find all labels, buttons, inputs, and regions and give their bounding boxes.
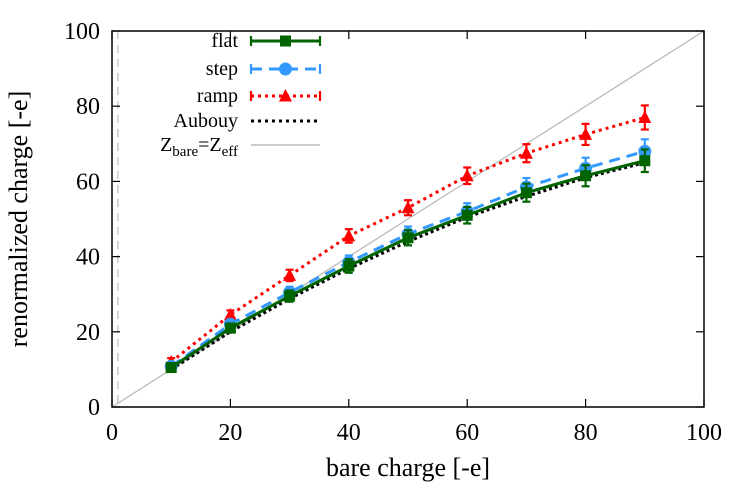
step-line [170, 149, 646, 368]
flat-point [520, 187, 532, 199]
ramp-point [638, 110, 652, 123]
legend-sample-marker-step [279, 62, 292, 76]
flat-point [343, 260, 355, 272]
y-tick-label: 60 [76, 169, 100, 195]
legend-samples [249, 35, 322, 146]
flat-point [224, 322, 236, 334]
legend-label-aubouy: Aubouy [174, 110, 238, 132]
ramp-point [342, 228, 356, 242]
legend: flat step ramp Aubouy Zbare=Zeff [160, 30, 322, 160]
x-tick-label: 80 [574, 420, 598, 446]
x-tick-label: 20 [218, 420, 242, 446]
axis-ticks: 0 20 40 60 80 100 0 20 40 60 80 100 [64, 19, 722, 446]
ramp-point [223, 307, 237, 321]
flat-point [165, 362, 177, 374]
ramp-point [579, 127, 593, 140]
flat-point [639, 155, 651, 167]
flat-point [402, 232, 414, 244]
legend-sample-marker-ramp [279, 89, 292, 102]
x-axis-label: bare charge [-e] [326, 453, 490, 482]
series-aubouy-line [170, 161, 646, 371]
x-tick-label: 60 [455, 420, 479, 446]
plot-frame [111, 30, 705, 408]
flat-point [284, 290, 296, 302]
x-tick-label: 100 [686, 420, 722, 446]
x-tick-label: 40 [337, 420, 361, 446]
ramp-line [170, 116, 646, 364]
x-tick-label: 0 [106, 420, 118, 446]
legend-label-step: step [206, 58, 238, 80]
series-flat [165, 148, 651, 374]
series-zbare-zeff-line [111, 30, 705, 408]
y-tick-label: 20 [76, 320, 100, 346]
ramp-point [460, 168, 474, 182]
flat-point [580, 170, 592, 182]
plot-layer [111, 30, 705, 408]
legend-label-flat: flat [211, 30, 238, 52]
y-tick-label: 100 [64, 19, 100, 45]
ramp-point [283, 268, 297, 281]
legend-label-ramp: ramp [197, 85, 238, 107]
y-tick-label: 0 [88, 395, 100, 421]
legend-sample-marker-flat [280, 35, 291, 47]
ramp-point [519, 146, 533, 159]
series-step [164, 138, 652, 373]
flat-point [461, 209, 473, 221]
y-tick-label: 40 [76, 245, 100, 271]
y-axis-label: renormalized charge [-e] [4, 91, 33, 347]
flat-line [170, 159, 646, 369]
legend-label-zbare-zeff: Zbare=Zeff [160, 134, 238, 160]
ramp-point [401, 200, 415, 214]
y-tick-label: 80 [76, 94, 100, 120]
